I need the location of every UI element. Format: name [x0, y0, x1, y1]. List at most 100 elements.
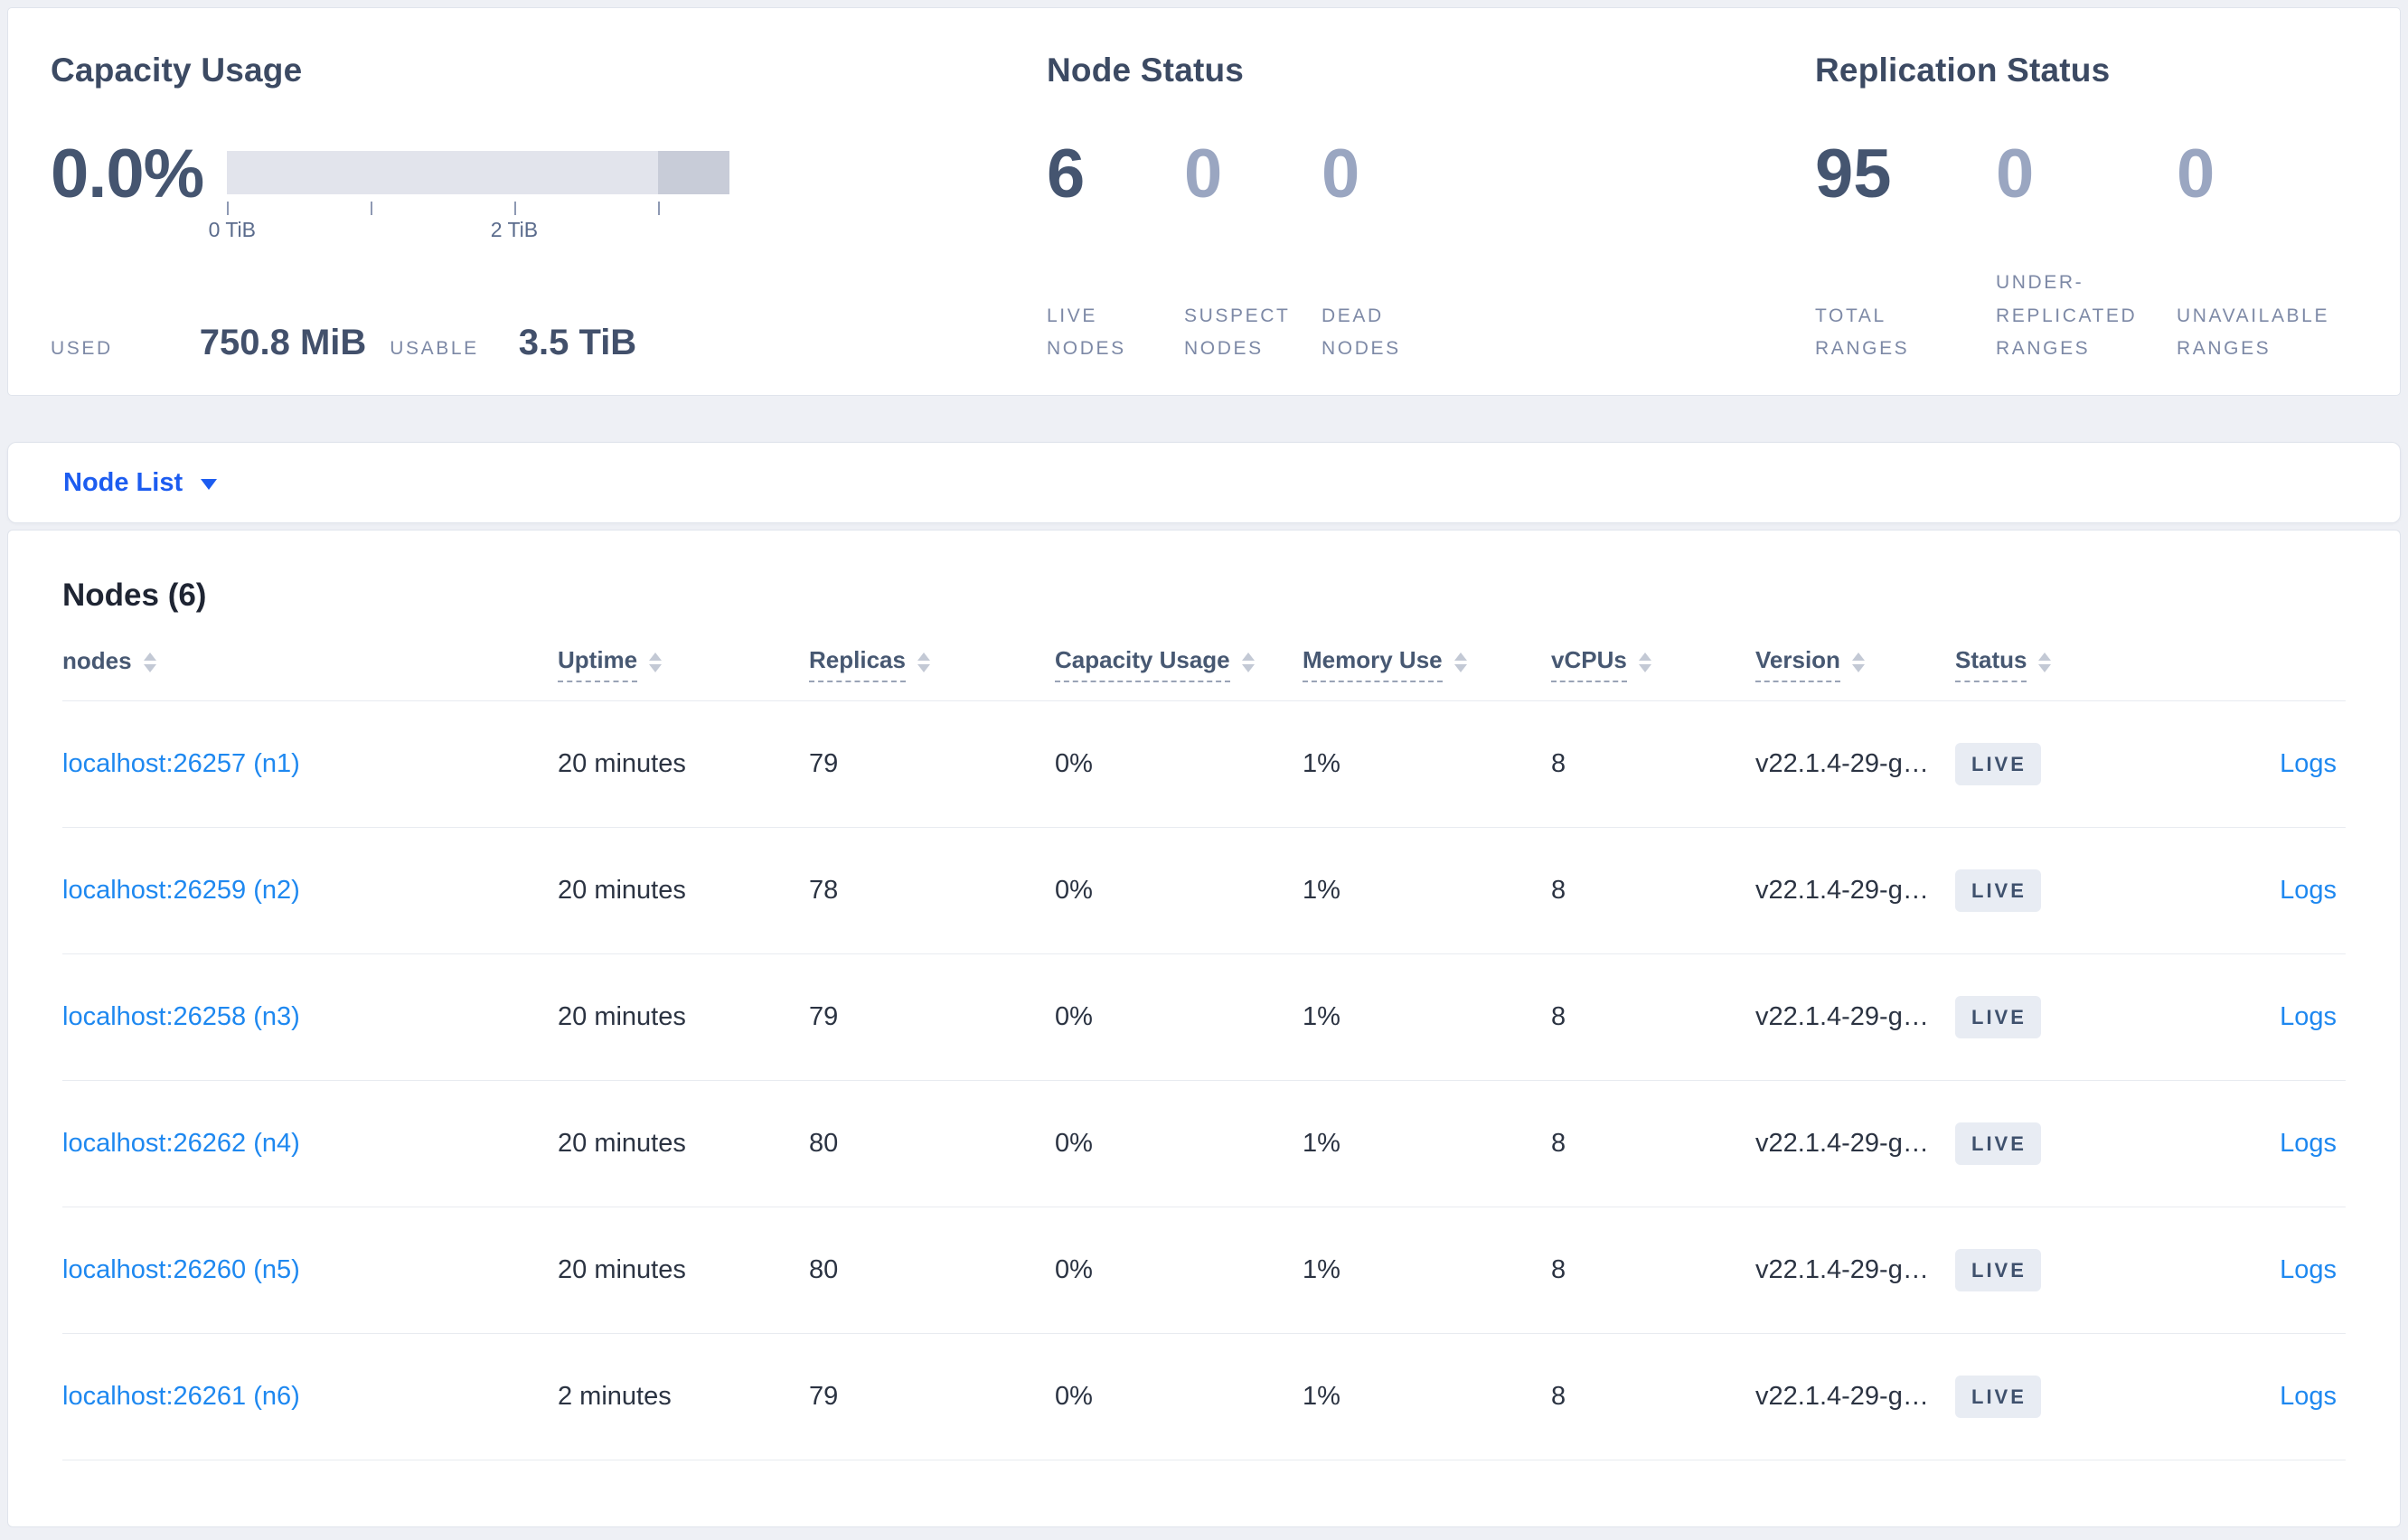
replication-status-section: Replication Status 95 TOTAL RANGES 0 UND…: [1815, 8, 2357, 395]
cell-replicas: 80: [809, 1255, 839, 1284]
suspect-nodes-value: 0: [1184, 136, 1223, 212]
column-header-status[interactable]: Status: [1955, 646, 2136, 682]
cell-capacity: 0%: [1055, 876, 1093, 905]
status-badge: LIVE: [1955, 1249, 2041, 1291]
cell-version: v22.1.4-29-g…: [1755, 1255, 1929, 1284]
axis-tick: [227, 202, 230, 215]
cell-uptime: 20 minutes: [558, 1002, 686, 1031]
sort-icon: [1241, 652, 1255, 672]
cell-capacity: 0%: [1055, 1002, 1093, 1031]
cell-status: LIVE: [1955, 996, 2136, 1038]
node-link[interactable]: localhost:26259 (n2): [62, 876, 300, 905]
capacity-bar-chart: 0 TiB 2 TiB: [209, 151, 730, 250]
cell-version: v22.1.4-29-g…: [1755, 749, 1929, 778]
cell-node: localhost:26257 (n1): [62, 749, 558, 779]
capacity-used-usable-row: USED 750.8 MiB USABLE 3.5 TiB: [51, 323, 1047, 366]
total-ranges-stat: 95 TOTAL RANGES: [1815, 140, 1996, 366]
cell-memory: 1%: [1303, 749, 1340, 778]
axis-tick: [371, 202, 373, 215]
status-badge: LIVE: [1955, 743, 2041, 785]
cell-vcpus: 8: [1551, 1129, 1566, 1158]
cell-uptime: 20 minutes: [558, 876, 686, 905]
node-link[interactable]: localhost:26261 (n6): [62, 1382, 300, 1411]
column-header-memory-use[interactable]: Memory Use: [1303, 646, 1551, 682]
logs-link[interactable]: Logs: [2280, 1002, 2337, 1031]
cell-node: localhost:26259 (n2): [62, 876, 558, 906]
column-header-uptime[interactable]: Uptime: [558, 646, 809, 682]
table-row: localhost:26262 (n4) 20 minutes 80 0% 1%…: [62, 1081, 2346, 1207]
node-list-dropdown[interactable]: Node List: [63, 468, 218, 498]
unavailable-ranges-value: 0: [2177, 136, 2215, 212]
replication-status-stats: 95 TOTAL RANGES 0 UNDER-REPLICATED RANGE…: [1815, 140, 2357, 366]
table-row: localhost:26257 (n1) 20 minutes 79 0% 1%…: [62, 701, 2346, 828]
axis-tick: [657, 202, 660, 215]
suspect-nodes-label: SUSPECT NODES: [1184, 305, 1291, 360]
table-row: localhost:26260 (n5) 20 minutes 80 0% 1%…: [62, 1207, 2346, 1334]
axis-tick-label: 2 TiB: [490, 218, 539, 241]
nodes-table-title: Nodes (6): [62, 578, 207, 613]
column-header-version[interactable]: Version: [1755, 646, 1955, 682]
dead-nodes-value: 0: [1322, 136, 1360, 212]
logs-link[interactable]: Logs: [2280, 876, 2337, 905]
cell-version: v22.1.4-29-g…: [1755, 1002, 1929, 1031]
column-header-capacity-usage[interactable]: Capacity Usage: [1055, 646, 1303, 682]
suspect-nodes-stat: 0 SUSPECT NODES: [1184, 140, 1322, 366]
capacity-usage-title: Capacity Usage: [51, 52, 303, 89]
unavailable-ranges-label: UNAVAILABLE RANGES: [2177, 305, 2330, 360]
usable-label: USABLE: [390, 338, 479, 360]
cell-vcpus: 8: [1551, 876, 1566, 905]
status-badge: LIVE: [1955, 996, 2041, 1038]
column-header-vcpus[interactable]: vCPUs: [1551, 646, 1755, 682]
cell-memory: 1%: [1303, 1255, 1340, 1284]
cell-status: LIVE: [1955, 1122, 2136, 1165]
view-selector-bar: Node List: [7, 442, 2401, 523]
replication-status-title: Replication Status: [1815, 52, 2111, 89]
usable-value: 3.5 TiB: [518, 323, 637, 363]
node-link[interactable]: localhost:26258 (n3): [62, 1002, 300, 1031]
cell-status: LIVE: [1955, 743, 2136, 785]
cell-memory: 1%: [1303, 876, 1340, 905]
status-badge: LIVE: [1955, 1122, 2041, 1165]
dead-nodes-stat: 0 DEAD NODES: [1322, 140, 1459, 366]
node-status-stats: 6 LIVE NODES 0 SUSPECT NODES 0 DEAD NODE…: [1047, 140, 1815, 366]
logs-link[interactable]: Logs: [2280, 1382, 2337, 1411]
cell-logs: Logs: [2136, 1382, 2346, 1412]
cell-logs: Logs: [2136, 1255, 2346, 1285]
table-row: localhost:26259 (n2) 20 minutes 78 0% 1%…: [62, 828, 2346, 954]
logs-link[interactable]: Logs: [2280, 1129, 2337, 1158]
capacity-usage-body: 0.0% 0 TiB 2 TiB USED 7: [51, 140, 1047, 366]
sort-icon: [143, 652, 156, 672]
dead-nodes-label: DEAD NODES: [1322, 305, 1401, 360]
cell-version: v22.1.4-29-g…: [1755, 876, 1929, 905]
axis-tick-label: 0 TiB: [208, 218, 256, 241]
cell-version: v22.1.4-29-g…: [1755, 1129, 1929, 1158]
sort-icon: [649, 652, 663, 672]
total-ranges-label: TOTAL RANGES: [1815, 305, 1910, 360]
cell-replicas: 79: [809, 749, 839, 778]
node-link[interactable]: localhost:26257 (n1): [62, 749, 300, 778]
node-link[interactable]: localhost:26260 (n5): [62, 1255, 300, 1284]
capacity-usage-section: Capacity Usage 0.0% 0 TiB 2 TiB: [51, 8, 1047, 395]
capacity-percent-value: 0.0%: [51, 136, 204, 212]
node-link[interactable]: localhost:26262 (n4): [62, 1129, 300, 1158]
cell-uptime: 20 minutes: [558, 1129, 686, 1158]
cell-vcpus: 8: [1551, 749, 1566, 778]
column-header-replicas[interactable]: Replicas: [809, 646, 1055, 682]
logs-link[interactable]: Logs: [2280, 1255, 2337, 1284]
cell-vcpus: 8: [1551, 1255, 1566, 1284]
live-nodes-stat: 6 LIVE NODES: [1047, 140, 1184, 366]
logs-link[interactable]: Logs: [2280, 749, 2337, 778]
capacity-bar-row: 0.0% 0 TiB 2 TiB: [51, 140, 1047, 250]
unavailable-ranges-stat: 0 UNAVAILABLE RANGES: [2177, 140, 2357, 366]
sort-icon: [2038, 652, 2052, 672]
capacity-bar-track: [227, 151, 730, 194]
cell-uptime: 2 minutes: [558, 1382, 672, 1411]
cell-logs: Logs: [2136, 1129, 2346, 1159]
cell-vcpus: 8: [1551, 1382, 1566, 1411]
capacity-bar-reserved-segment: [657, 151, 730, 194]
column-header-nodes[interactable]: nodes: [62, 647, 558, 681]
sort-icon: [1638, 652, 1651, 672]
cell-replicas: 79: [809, 1002, 839, 1031]
table-header-row: nodes Uptime Replicas Capacity Usage Mem…: [62, 646, 2346, 701]
